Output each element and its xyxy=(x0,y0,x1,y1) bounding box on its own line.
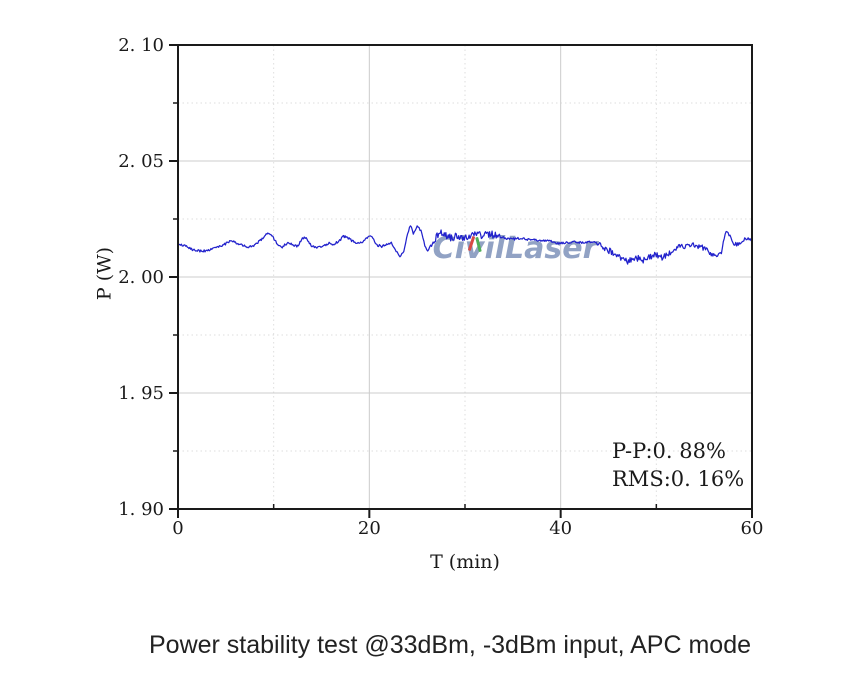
figure-caption: Power stability test @33dBm, -3dBm input… xyxy=(148,631,752,659)
rms-value: RMS:0. 16% xyxy=(612,467,745,491)
y-tick-label-2.00: 2. 00 xyxy=(118,267,164,288)
y-tick-label-1.95: 1. 95 xyxy=(118,383,164,404)
major-gridlines xyxy=(178,45,752,509)
axis-ticks xyxy=(169,44,753,518)
y-axis-title: P (W) xyxy=(93,246,116,301)
x-tick-label-40: 40 xyxy=(549,518,573,539)
x-tick-label-20: 20 xyxy=(357,518,381,539)
y-tick-label-2.10: 2. 10 xyxy=(118,35,164,56)
pp-value: P-P:0. 88% xyxy=(612,439,726,463)
y-tick-label-1.90: 1. 90 xyxy=(118,499,164,520)
stats-annotation: P-P:0. 88% RMS:0. 16% xyxy=(612,437,744,493)
x-tick-label-0: 0 xyxy=(172,518,184,539)
y-tick-label-2.05: 2. 05 xyxy=(118,151,164,172)
minor-gridlines xyxy=(178,45,752,509)
plot-area xyxy=(169,44,753,518)
x-axis-title: T (min) xyxy=(430,551,500,573)
x-tick-label-60: 60 xyxy=(740,518,764,539)
data-series-line xyxy=(177,225,753,265)
